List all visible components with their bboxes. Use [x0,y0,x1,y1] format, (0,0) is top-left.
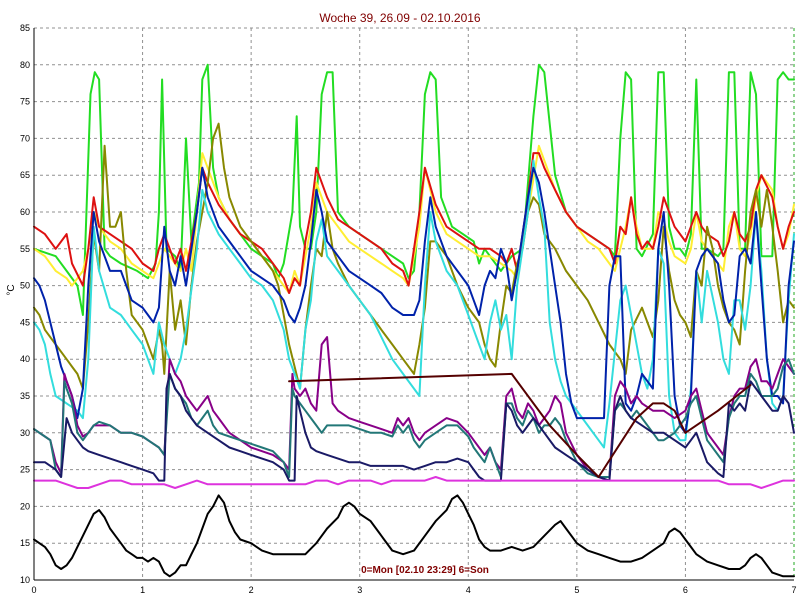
series-line-10 [33,476,795,489]
series-line-3 [33,152,795,294]
y-tick-label-0: 10 [20,575,30,585]
x-tick-label-3: 3 [357,585,362,595]
y-tick-label-13: 75 [20,97,30,107]
x-tick-label-5: 5 [574,585,579,595]
chart-footer: 0=Mon [02.10 23:29] 6=Son [361,565,489,576]
y-tick-label-8: 50 [20,281,30,291]
series-line-6 [33,166,795,434]
x-tick-label-7: 7 [791,585,796,595]
chart-title: Woche 39, 26.09 - 02.10.2016 [319,11,481,25]
y-tick-label-12: 70 [20,133,30,143]
y-tick-label-9: 55 [20,244,30,254]
x-tick-label-0: 0 [31,585,36,595]
x-tick-label-2: 2 [249,585,254,595]
series-line-12 [33,494,795,578]
y-tick-label-3: 25 [20,465,30,475]
x-tick-label-6: 6 [683,585,688,595]
series-line-8 [33,358,795,478]
y-tick-label-2: 20 [20,501,30,511]
y-tick-label-7: 45 [20,317,30,327]
y-tick-label-15: 85 [20,23,30,33]
y-tick-label-11: 65 [20,170,30,180]
y-axis-label: °C [6,284,17,295]
y-tick-label-10: 60 [20,207,30,217]
series-line-9 [33,372,795,482]
series-line-11 [288,372,752,478]
y-tick-label-6: 40 [20,354,30,364]
y-tick-label-4: 30 [20,428,30,438]
x-tick-label-1: 1 [140,585,145,595]
y-tick-label-1: 15 [20,538,30,548]
y-tick-label-5: 35 [20,391,30,401]
series-layer [33,63,795,578]
y-tick-label-14: 80 [20,60,30,70]
x-tick-label-4: 4 [466,585,471,595]
